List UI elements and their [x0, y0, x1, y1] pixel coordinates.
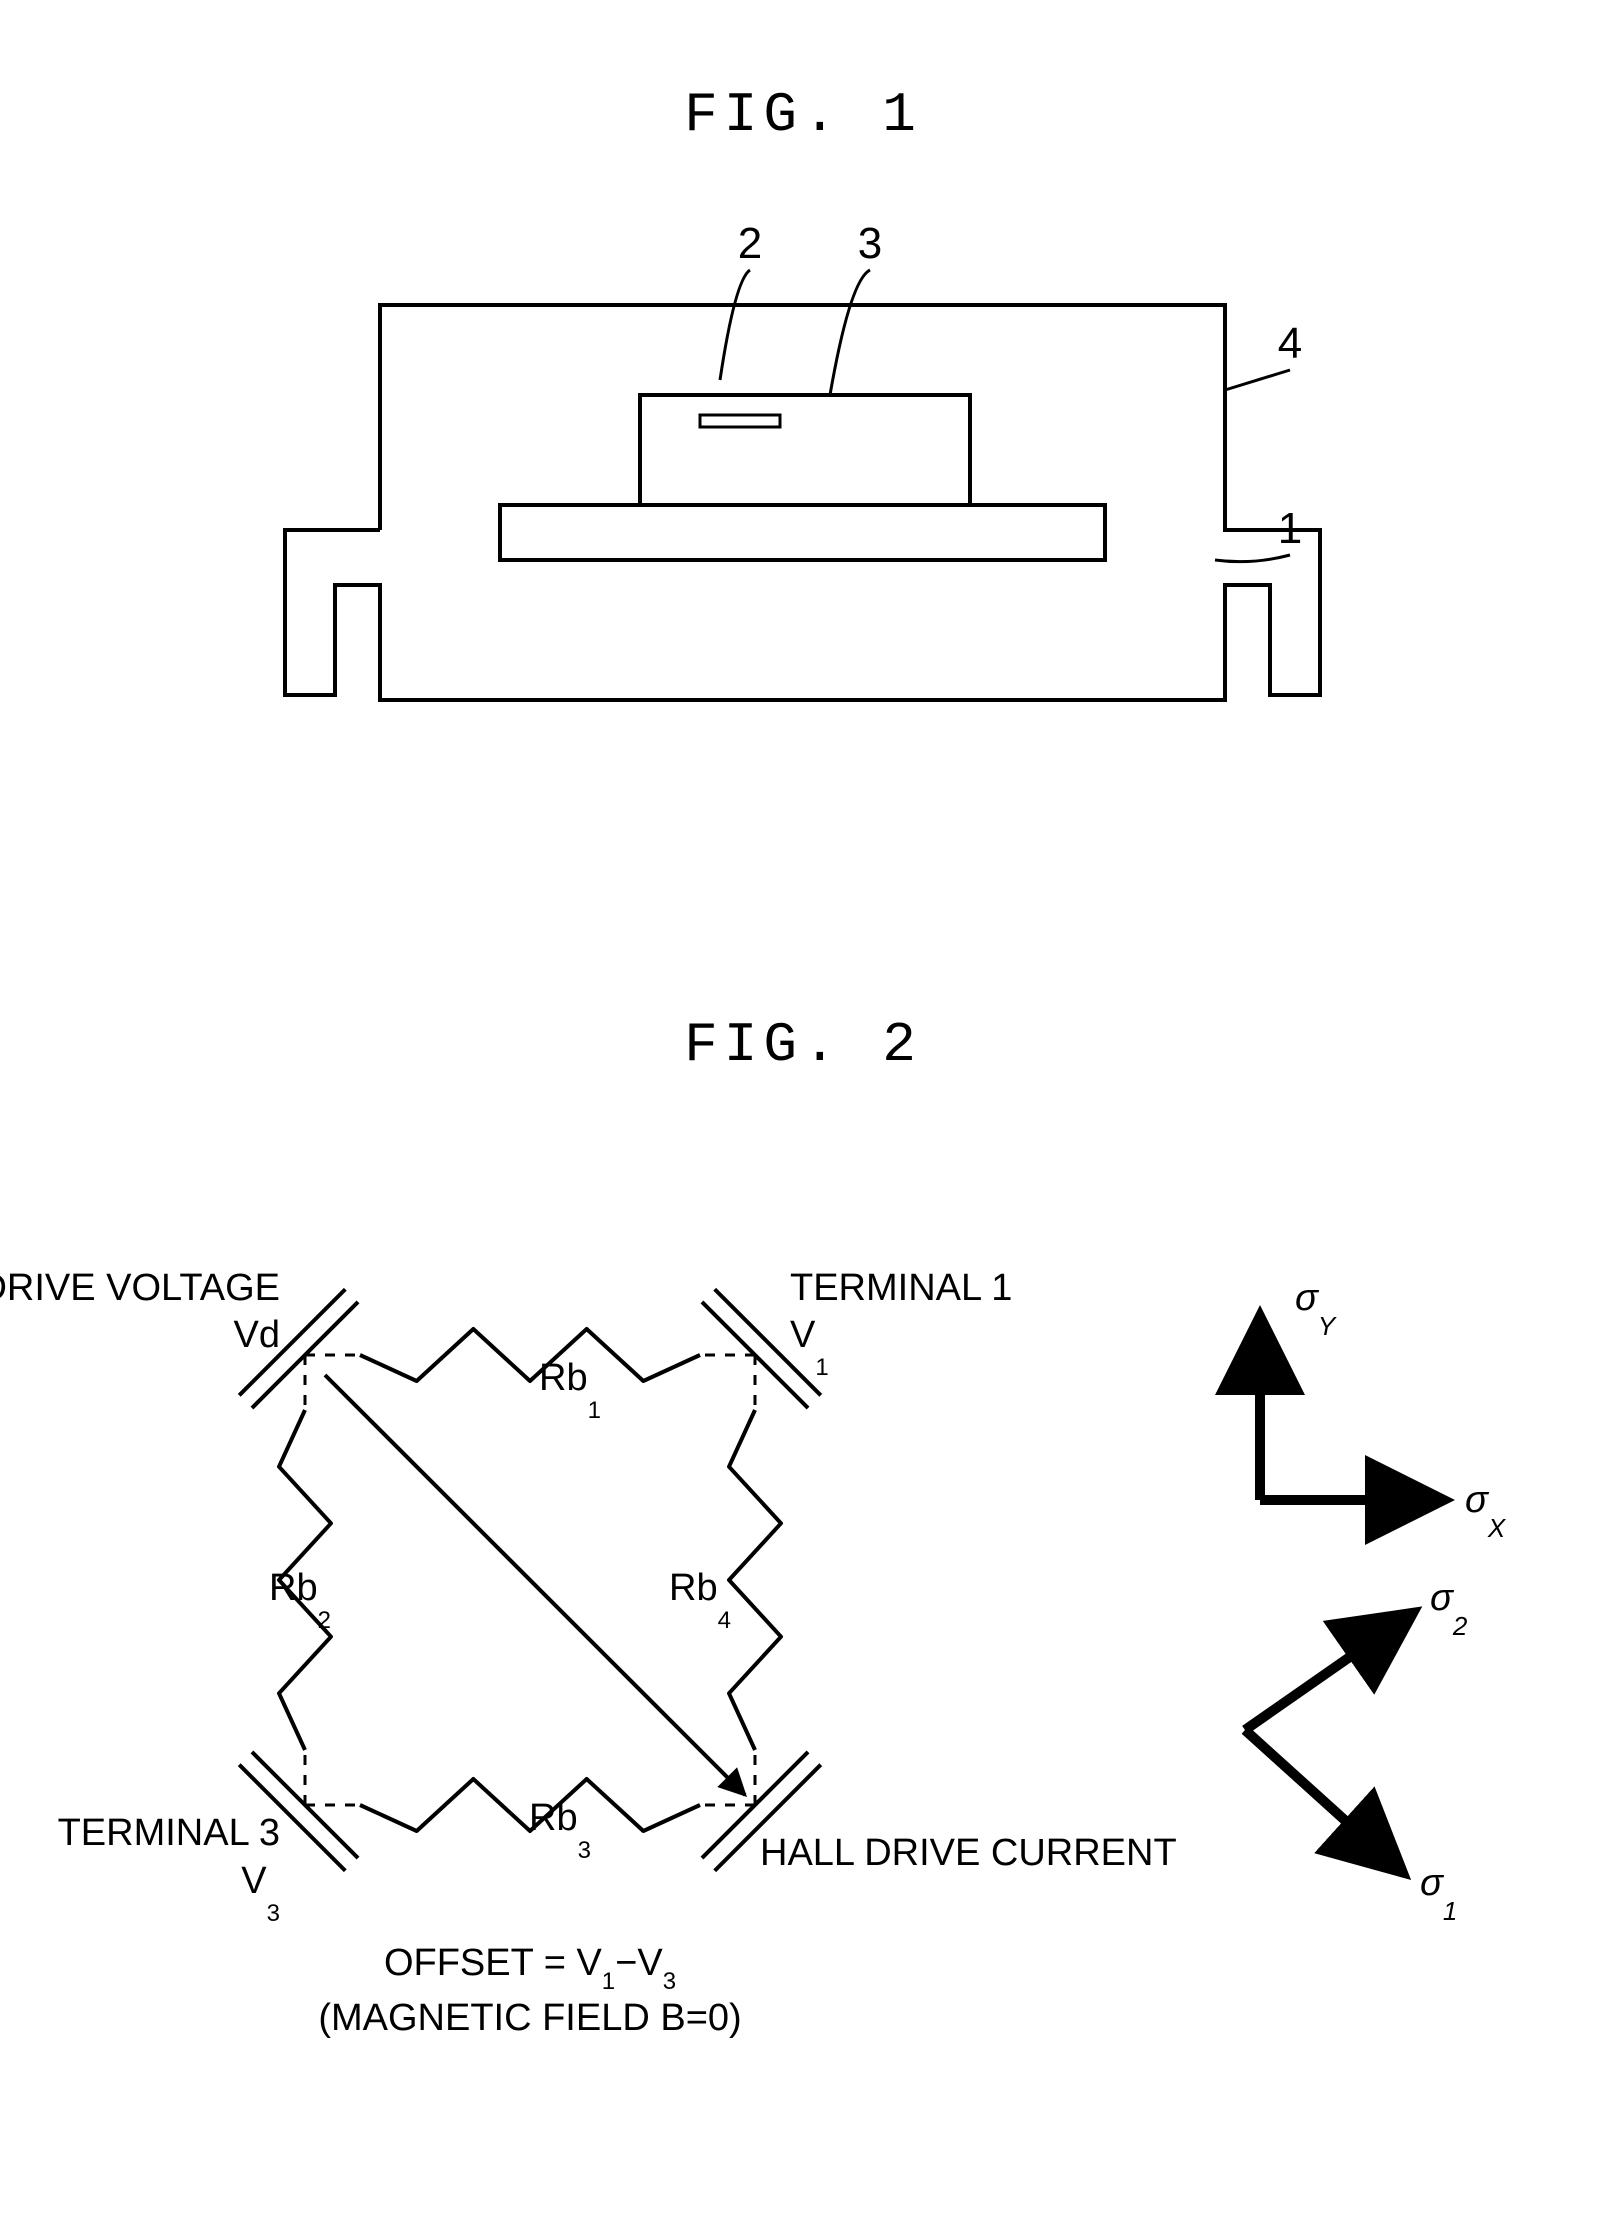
fig1-callout-3: 3	[858, 219, 882, 268]
fig1-leader-4	[1225, 370, 1290, 390]
fig1-callout-1: 1	[1278, 504, 1302, 553]
fig1-die-plate	[500, 505, 1105, 560]
resistor-Rb1	[360, 1329, 700, 1381]
fig1-chip	[640, 395, 970, 505]
fig1-leader-3	[830, 270, 870, 395]
label-sigma-2: σ2	[1430, 1577, 1468, 1641]
label-Rb3: Rb3	[529, 1797, 591, 1864]
label-sigma-x: σX	[1465, 1479, 1507, 1543]
label-offset-eq: OFFSET = V1−V3	[384, 1942, 676, 1995]
fig1-title: FIG. 1	[684, 83, 922, 147]
label-Rb2: Rb2	[269, 1567, 331, 1634]
fig1-leader-2	[720, 270, 750, 380]
label-sigma-1: σ1	[1420, 1862, 1457, 1926]
label-vd: Vd	[234, 1314, 280, 1356]
resistor-Rb4	[729, 1410, 781, 1750]
fig1-package-outline	[285, 305, 1320, 700]
label-magnetic-field: (MAGNETIC FIELD B=0)	[318, 1997, 741, 2039]
label-v3: V3	[241, 1860, 280, 1927]
label-hall-drive-current: HALL DRIVE CURRENT	[760, 1832, 1177, 1874]
fig1-callout-4: 4	[1278, 319, 1302, 368]
axis-sigma-2	[1245, 1615, 1410, 1730]
label-terminal-1: TERMINAL 1	[790, 1267, 1012, 1309]
label-terminal-3: TERMINAL 3	[58, 1812, 280, 1854]
label-sigma-y: σY	[1295, 1277, 1337, 1341]
fig1-callout-2: 2	[738, 219, 762, 268]
label-Rb4: Rb4	[669, 1567, 731, 1634]
axis-sigma-1	[1245, 1730, 1400, 1870]
fig2-title: FIG. 2	[684, 1013, 922, 1077]
fig1-leader-1	[1215, 555, 1290, 562]
fig1-hall-element	[700, 415, 780, 427]
label-Rb1: Rb1	[539, 1357, 601, 1424]
label-hall-drive-voltage: HALL DRIVE VOLTAGE	[0, 1267, 280, 1309]
